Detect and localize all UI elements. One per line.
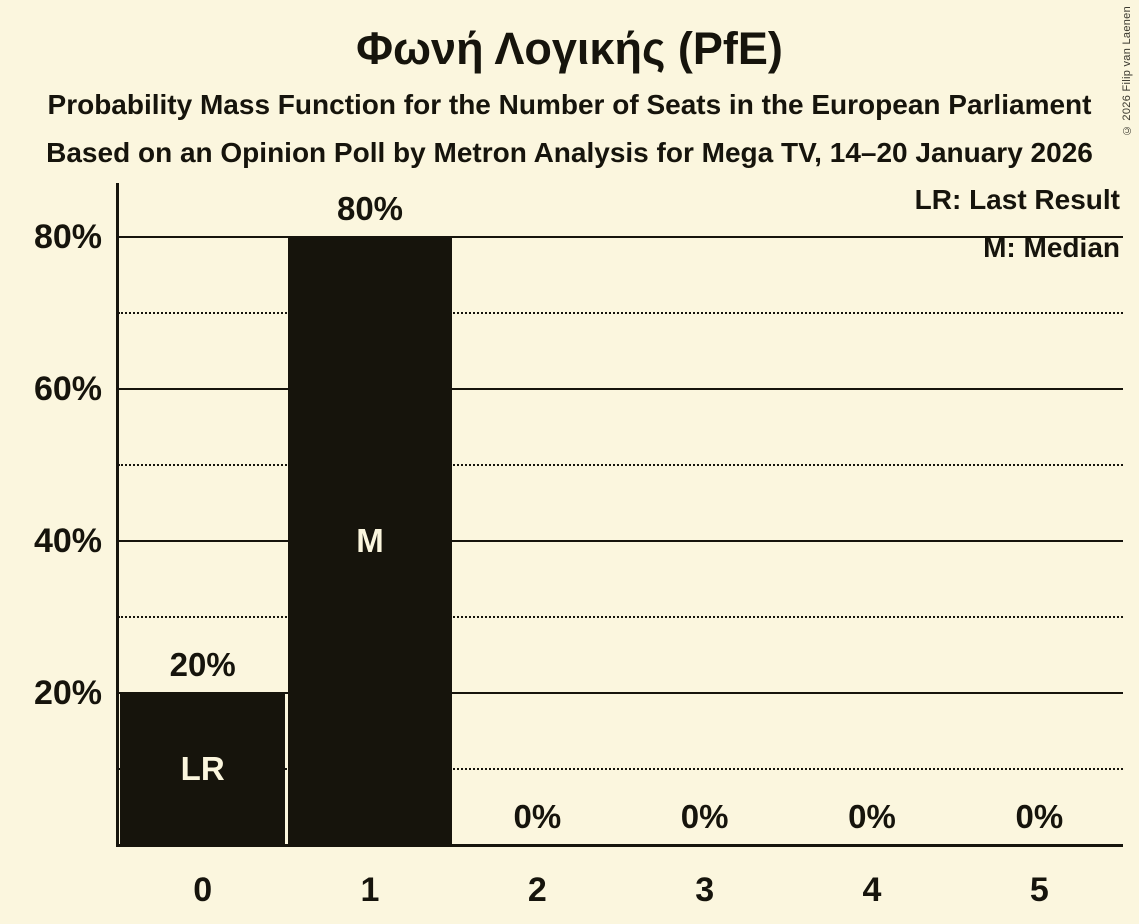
gridline-major-80 xyxy=(118,236,1123,238)
x-axis-label-1: 1 xyxy=(360,871,380,909)
legend-last-result: LR: Last Result xyxy=(914,184,1120,215)
legend-median: M: Median xyxy=(983,232,1120,263)
y-axis-label-20: 20% xyxy=(33,674,102,712)
x-axis-line xyxy=(115,843,1123,847)
bar-value-label-1: 80% xyxy=(336,190,404,227)
chart-title: Φωνή Λογικής (PfE) xyxy=(356,23,783,74)
bar-value-label-4: 0% xyxy=(848,798,896,835)
y-axis-label-80: 80% xyxy=(33,218,102,256)
gridline-minor-10 xyxy=(118,768,1123,770)
bar-seats-0 xyxy=(120,693,286,845)
gridline-minor-50 xyxy=(118,464,1123,466)
gridline-minor-70 xyxy=(118,312,1123,314)
x-axis-label-3: 3 xyxy=(695,871,715,909)
y-axis-label-60: 60% xyxy=(33,370,102,408)
bar-value-label-5: 0% xyxy=(1015,798,1064,835)
bar-value-label-2: 0% xyxy=(513,798,562,835)
gridline-major-40 xyxy=(118,540,1123,542)
bar-annotation-m: M xyxy=(356,522,384,559)
y-axis-line xyxy=(115,183,119,847)
chart-subtitle-pmf: Probability Mass Function for the Number… xyxy=(47,89,1092,120)
gridline-major-60 xyxy=(118,388,1123,390)
bar-seats-1 xyxy=(287,237,453,845)
x-axis-label-5: 5 xyxy=(1029,871,1049,909)
bar-annotation-lr: LR xyxy=(180,750,225,787)
gridline-minor-30 xyxy=(118,616,1123,618)
gridline-major-20 xyxy=(118,692,1123,694)
bar-value-label-3: 0% xyxy=(680,798,729,835)
chart-subtitle-poll: Based on an Opinion Poll by Metron Analy… xyxy=(46,137,1093,168)
y-axis-label-40: 40% xyxy=(33,522,102,560)
x-axis-label-0: 0 xyxy=(193,871,213,909)
bar-value-label-0: 20% xyxy=(169,646,236,683)
x-axis-label-2: 2 xyxy=(527,871,547,909)
x-axis-label-4: 4 xyxy=(862,871,882,909)
